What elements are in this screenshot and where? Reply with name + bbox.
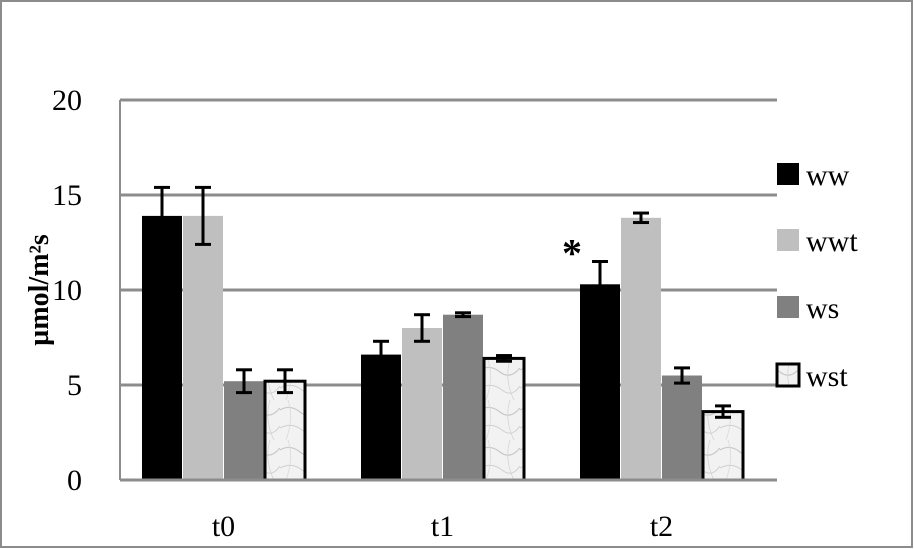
bar-ww-t0 — [142, 215, 182, 480]
legend: ww wwt ws wst — [775, 159, 858, 393]
y-tick-label: 15 — [52, 179, 82, 212]
legend-swatch-ws — [777, 296, 799, 318]
x-tick-label-t0: t0 — [212, 510, 235, 543]
y-tick-label: 0 — [67, 464, 82, 497]
bar-wwt-t1 — [402, 328, 442, 480]
bar-ww-t1 — [361, 354, 401, 480]
x-tick-label-t2: t2 — [650, 510, 673, 543]
legend-label-wst: wst — [806, 360, 848, 393]
bar-ww-t2 — [580, 284, 620, 480]
bar-wwt-t2 — [621, 217, 661, 481]
bar-wwt-t0 — [183, 215, 223, 480]
legend-swatch-wst — [775, 362, 801, 388]
y-tick-label: 10 — [52, 274, 82, 307]
legend-label-ws: ws — [806, 292, 839, 325]
bar-wst-t2 — [701, 410, 745, 482]
y-tick-labels: 0 5 10 15 20 — [52, 84, 82, 497]
legend-swatch-ww — [777, 163, 799, 185]
error-bars — [154, 185, 731, 419]
bar-ws-t1 — [443, 314, 483, 480]
y-tick-label: 20 — [52, 84, 82, 117]
bars — [142, 215, 745, 482]
legend-swatch-wwt — [777, 229, 799, 251]
x-tick-labels: t0 t1 t2 — [212, 510, 673, 543]
significance-marker: * — [562, 230, 582, 275]
bar-wst-t0 — [263, 379, 307, 482]
legend-label-wwt: wwt — [806, 225, 858, 258]
x-tick-label-t1: t1 — [431, 510, 454, 543]
bar-ws-t2 — [662, 375, 702, 480]
legend-label-ww: ww — [806, 159, 850, 192]
bar-ws-t0 — [224, 381, 264, 480]
annotations: * — [562, 230, 582, 275]
y-tick-label: 5 — [67, 369, 82, 402]
bar-wst-t1 — [482, 356, 526, 482]
y-axis-title: µmol/m²s — [24, 234, 55, 346]
